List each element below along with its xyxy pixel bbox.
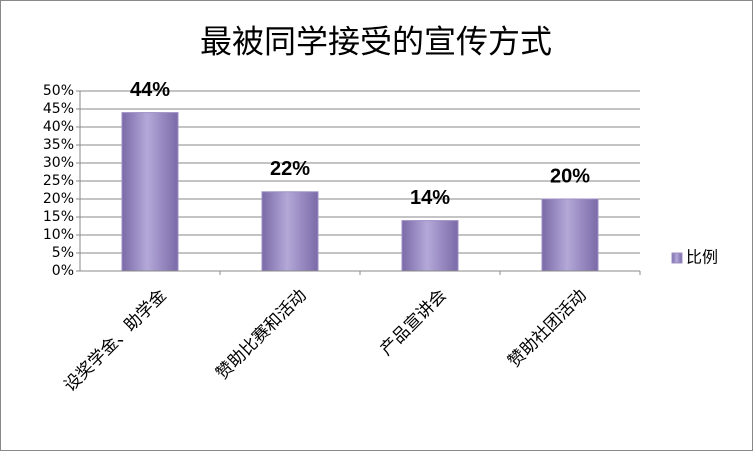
y-tick-label: 20% bbox=[43, 191, 74, 207]
y-tick-label: 35% bbox=[43, 137, 74, 153]
y-tick-label: 15% bbox=[43, 209, 74, 225]
legend-label: 比例 bbox=[686, 248, 718, 267]
y-tick-label: 10% bbox=[43, 227, 74, 243]
value-label: 14% bbox=[410, 187, 450, 209]
y-tick-label: 5% bbox=[52, 245, 74, 261]
y-tick-label: 50% bbox=[43, 83, 74, 99]
y-tick-label: 0% bbox=[52, 263, 74, 279]
legend-swatch bbox=[671, 252, 683, 264]
bar bbox=[261, 191, 319, 272]
bar bbox=[401, 220, 459, 272]
y-tick-label: 30% bbox=[43, 155, 74, 171]
bar bbox=[121, 112, 179, 272]
value-label: 20% bbox=[550, 165, 590, 187]
y-tick-label: 25% bbox=[43, 173, 74, 189]
value-label: 22% bbox=[270, 158, 310, 180]
value-label: 44% bbox=[130, 79, 170, 101]
bar bbox=[541, 198, 599, 272]
y-tick-label: 40% bbox=[43, 119, 74, 135]
chart-title: 最被同学接受的宣传方式 bbox=[200, 23, 552, 61]
y-tick-label: 45% bbox=[43, 101, 74, 117]
